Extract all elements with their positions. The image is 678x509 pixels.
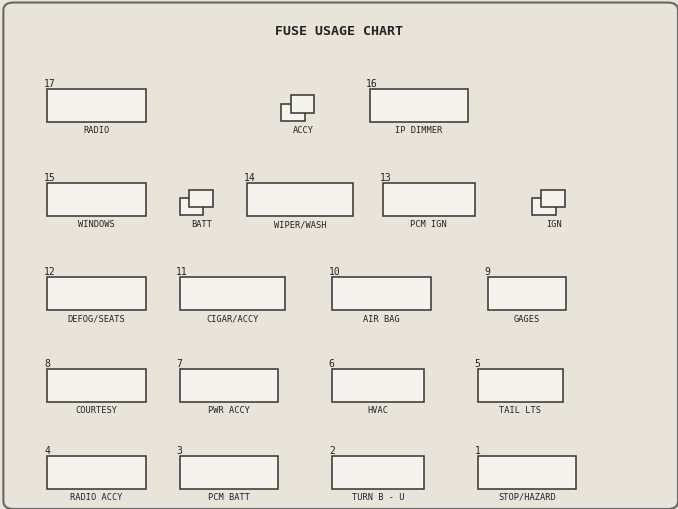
Text: IP DIMMER: IP DIMMER bbox=[395, 126, 442, 135]
Bar bbox=[478, 456, 576, 489]
Text: STOP/HAZARD: STOP/HAZARD bbox=[498, 493, 556, 502]
Bar bbox=[332, 456, 424, 489]
Text: 12: 12 bbox=[44, 267, 56, 277]
Text: HVAC: HVAC bbox=[367, 406, 388, 415]
Text: IGN: IGN bbox=[546, 220, 562, 230]
Text: 13: 13 bbox=[380, 173, 391, 183]
Text: 16: 16 bbox=[366, 79, 378, 89]
Bar bbox=[291, 96, 315, 112]
Bar bbox=[542, 190, 565, 207]
Text: 1: 1 bbox=[475, 445, 481, 456]
Text: 6: 6 bbox=[329, 359, 335, 369]
Bar bbox=[47, 456, 146, 489]
Bar bbox=[332, 369, 424, 402]
Text: PCM BATT: PCM BATT bbox=[208, 493, 250, 502]
Bar bbox=[532, 198, 556, 215]
Text: 17: 17 bbox=[44, 79, 56, 89]
Bar bbox=[180, 369, 278, 402]
Text: DEFOG/SEATS: DEFOG/SEATS bbox=[68, 315, 125, 324]
Bar bbox=[488, 277, 566, 310]
Bar bbox=[180, 198, 203, 215]
Text: 4: 4 bbox=[44, 445, 50, 456]
Bar bbox=[189, 190, 213, 207]
Text: 3: 3 bbox=[176, 445, 182, 456]
Text: 8: 8 bbox=[44, 359, 50, 369]
Bar bbox=[47, 277, 146, 310]
Text: AIR BAG: AIR BAG bbox=[363, 315, 400, 324]
Text: TAIL LTS: TAIL LTS bbox=[500, 406, 541, 415]
Text: ACCY: ACCY bbox=[293, 126, 314, 135]
Text: RADIO: RADIO bbox=[83, 126, 110, 135]
Bar bbox=[478, 369, 563, 402]
Text: PWR ACCY: PWR ACCY bbox=[208, 406, 250, 415]
Text: 5: 5 bbox=[475, 359, 481, 369]
Text: TURN B - U: TURN B - U bbox=[352, 493, 404, 502]
Text: FUSE USAGE CHART: FUSE USAGE CHART bbox=[275, 25, 403, 38]
Bar bbox=[383, 183, 475, 216]
Text: 9: 9 bbox=[485, 267, 491, 277]
FancyBboxPatch shape bbox=[3, 3, 678, 509]
Text: PCM IGN: PCM IGN bbox=[410, 220, 447, 230]
Text: BATT: BATT bbox=[191, 220, 212, 230]
Text: WINDOWS: WINDOWS bbox=[78, 220, 115, 230]
Text: 15: 15 bbox=[44, 173, 56, 183]
Text: 7: 7 bbox=[176, 359, 182, 369]
Bar bbox=[247, 183, 353, 216]
Text: WIPER/WASH: WIPER/WASH bbox=[274, 220, 326, 230]
Text: GAGES: GAGES bbox=[514, 315, 540, 324]
Text: RADIO ACCY: RADIO ACCY bbox=[71, 493, 123, 502]
Text: 11: 11 bbox=[176, 267, 188, 277]
Bar bbox=[370, 89, 468, 122]
Bar bbox=[47, 89, 146, 122]
Text: COURTESY: COURTESY bbox=[76, 406, 117, 415]
Text: 10: 10 bbox=[329, 267, 340, 277]
Bar bbox=[332, 277, 431, 310]
Text: CIGAR/ACCY: CIGAR/ACCY bbox=[206, 315, 258, 324]
Text: 2: 2 bbox=[329, 445, 335, 456]
Bar bbox=[180, 456, 278, 489]
Text: 14: 14 bbox=[244, 173, 256, 183]
Bar bbox=[47, 183, 146, 216]
Bar bbox=[180, 277, 285, 310]
Bar bbox=[281, 104, 305, 121]
Bar bbox=[47, 369, 146, 402]
